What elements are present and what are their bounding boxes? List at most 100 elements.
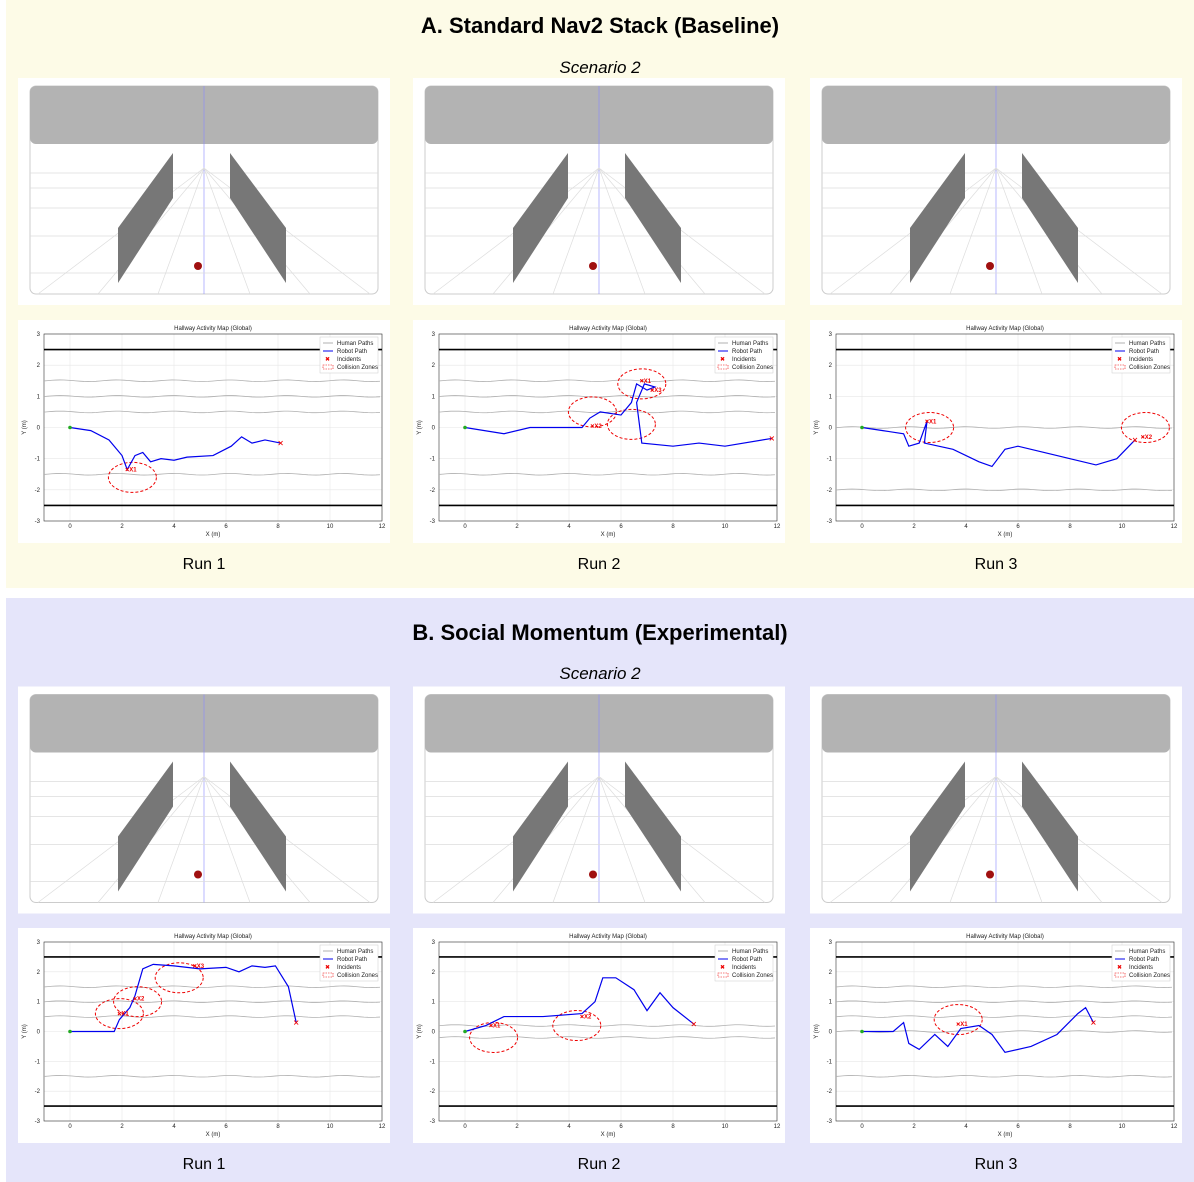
- legend-label: Incidents: [1129, 965, 1153, 971]
- y-tick-label: -2: [430, 1089, 436, 1095]
- y-axis-label: Y (m): [417, 1024, 423, 1039]
- y-tick-label: -3: [35, 1119, 41, 1125]
- legend-label: Collision Zones: [337, 365, 378, 371]
- y-axis-label: Y (m): [814, 420, 820, 435]
- legend-label: Human Paths: [337, 341, 373, 347]
- start-marker: [68, 1030, 72, 1034]
- y-tick-label: -3: [35, 519, 41, 525]
- incident-label: X3: [197, 964, 205, 970]
- legend-label: Human Paths: [1129, 341, 1165, 347]
- incident-label: X1: [121, 1012, 129, 1018]
- scene: [18, 78, 390, 305]
- legend-label: Robot Path: [1129, 349, 1159, 355]
- y-tick-label: -3: [827, 1119, 833, 1125]
- x-axis-label: X (m): [998, 1132, 1013, 1138]
- legend-label: Incidents: [732, 965, 756, 971]
- simulation-view: [810, 78, 1182, 305]
- x-tick-label: 10: [327, 524, 334, 530]
- incident-label: X1: [493, 1024, 501, 1030]
- y-axis-label: Y (m): [417, 420, 423, 435]
- incident-label: X2: [594, 424, 602, 430]
- legend-label: Collision Zones: [732, 365, 773, 371]
- run-label: Run 3: [810, 556, 1182, 574]
- simulation-view: [18, 685, 390, 915]
- x-tick-label: 10: [1119, 524, 1126, 530]
- simulation-view: [810, 685, 1182, 915]
- incident-label: X1: [960, 1022, 968, 1028]
- activity-map: Hallway Activity Map (Global)024681012-3…: [810, 928, 1182, 1143]
- incident-label: X2: [1145, 435, 1153, 441]
- legend-swatch: ✖: [325, 964, 330, 971]
- panel: A. Standard Nav2 Stack (Baseline) Scenari…: [6, 0, 1194, 588]
- y-axis-label: Y (m): [22, 1024, 28, 1039]
- scene: [810, 78, 1182, 305]
- y-tick-label: -1: [35, 1059, 41, 1065]
- legend-label: Incidents: [337, 965, 361, 971]
- y-tick-label: -1: [430, 457, 436, 463]
- legend-swatch: ✖: [1117, 356, 1122, 363]
- run-label: Run 1: [18, 1156, 390, 1174]
- x-axis-label: X (m): [206, 532, 221, 538]
- start-marker: [860, 426, 864, 430]
- legend-label: Human Paths: [732, 949, 768, 955]
- start-marker: [68, 426, 72, 430]
- simulation-view: [413, 685, 785, 915]
- y-tick-label: -2: [430, 488, 436, 494]
- run-label: Run 1: [18, 556, 390, 574]
- simulation-view: [413, 78, 785, 305]
- scene: [413, 687, 785, 914]
- incident-label: X1: [929, 419, 937, 425]
- legend-label: Incidents: [337, 357, 361, 363]
- y-tick-label: -2: [827, 488, 833, 494]
- y-tick-label: -2: [35, 488, 41, 494]
- incident-label: X3: [654, 388, 662, 394]
- legend-swatch: ✖: [325, 356, 330, 363]
- start-marker: [463, 1030, 467, 1034]
- y-tick-label: -3: [430, 1119, 436, 1125]
- legend-swatch: ✖: [720, 356, 725, 363]
- y-tick-label: -1: [430, 1059, 436, 1065]
- incident-label: X1: [129, 468, 137, 474]
- y-axis-label: Y (m): [814, 1024, 820, 1039]
- legend-label: Collision Zones: [1129, 973, 1170, 979]
- x-tick-label: 12: [774, 524, 781, 530]
- x-tick-label: 12: [1171, 1124, 1178, 1130]
- x-tick-label: 10: [722, 1124, 729, 1130]
- x-tick-label: 10: [327, 1124, 334, 1130]
- legend-label: Collision Zones: [732, 973, 773, 979]
- legend-label: Human Paths: [732, 341, 768, 347]
- start-marker: [463, 426, 467, 430]
- scenario-label: Scenario 2: [6, 58, 1194, 78]
- incident-label: X2: [584, 1015, 592, 1021]
- panel-title: A. Standard Nav2 Stack (Baseline): [6, 13, 1194, 39]
- panel: B. Social Momentum (Experimental)Scenari…: [6, 598, 1194, 1182]
- y-tick-label: -2: [827, 1089, 833, 1095]
- x-axis-label: X (m): [601, 532, 616, 538]
- legend-label: Incidents: [732, 357, 756, 363]
- legend-swatch: ✖: [1117, 964, 1122, 971]
- chart-title: Hallway Activity Map (Global): [569, 326, 647, 332]
- scene: [810, 687, 1182, 914]
- legend-label: Robot Path: [732, 957, 762, 963]
- start-marker: [860, 1030, 864, 1034]
- x-tick-label: 12: [774, 1124, 781, 1130]
- legend-label: Robot Path: [732, 349, 762, 355]
- page: A. Standard Nav2 Stack (Baseline) Scenari…: [0, 0, 1194, 1182]
- incident-label: X1: [644, 379, 652, 385]
- legend-label: Incidents: [1129, 357, 1153, 363]
- legend-label: Collision Zones: [337, 973, 378, 979]
- scenario-label: Scenario 2: [6, 664, 1194, 684]
- run-label: Run 3: [810, 1156, 1182, 1174]
- chart-title: Hallway Activity Map (Global): [966, 934, 1044, 940]
- run-label: Run 2: [413, 556, 785, 574]
- x-axis-label: X (m): [998, 532, 1013, 538]
- x-tick-label: 10: [722, 524, 729, 530]
- legend-label: Collision Zones: [1129, 365, 1170, 371]
- chart-title: Hallway Activity Map (Global): [174, 326, 252, 332]
- activity-map: Hallway Activity Map (Global)024681012-3…: [810, 320, 1182, 543]
- legend-label: Robot Path: [337, 349, 367, 355]
- y-tick-label: -1: [35, 457, 41, 463]
- y-tick-label: -1: [827, 457, 833, 463]
- activity-map: Hallway Activity Map (Global)024681012-3…: [18, 928, 390, 1143]
- chart-title: Hallway Activity Map (Global): [569, 934, 647, 940]
